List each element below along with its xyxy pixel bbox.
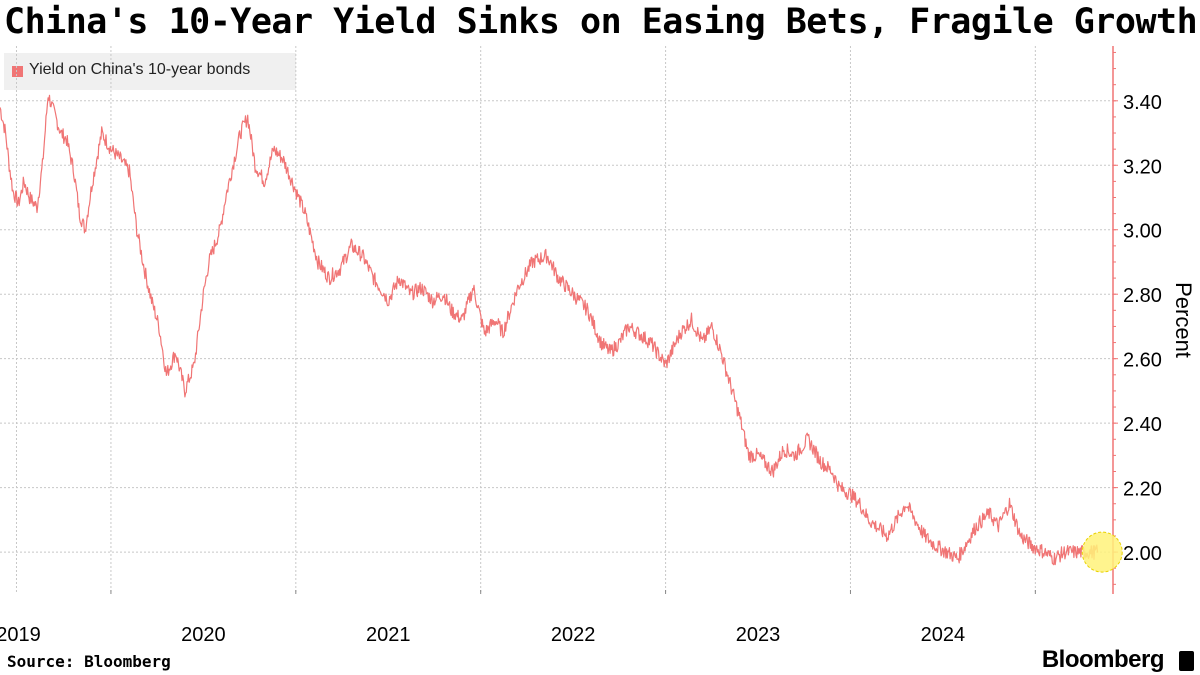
- x-tick-label: 2021: [366, 624, 411, 646]
- x-tick-label: 2019: [0, 624, 41, 646]
- y-tick-label: 3.40: [1123, 92, 1162, 114]
- legend: Yield on China's 10-year bonds: [4, 53, 296, 90]
- x-tick-label: 2024: [921, 624, 966, 646]
- y-tick-label: 2.40: [1123, 414, 1162, 436]
- y-tick-label: 2.80: [1123, 285, 1162, 307]
- y-axis-title: Percent: [1171, 282, 1196, 358]
- chart-title: China's 10-Year Yield Sinks on Easing Be…: [4, 2, 1198, 42]
- source-note: Source: Bloomberg: [7, 652, 171, 671]
- brand-icon: [1179, 651, 1194, 671]
- brand-logo: Bloomberg: [1041, 646, 1165, 673]
- y-tick-label: 3.00: [1123, 221, 1162, 243]
- y-tick-label: 2.00: [1123, 543, 1162, 565]
- x-tick-label: 2022: [551, 624, 596, 646]
- y-tick-label: 3.20: [1123, 156, 1162, 178]
- legend-swatch: [12, 66, 23, 77]
- x-tick-label: 2020: [181, 624, 226, 646]
- x-tick-label: 2023: [736, 624, 781, 646]
- y-tick-label: 2.20: [1123, 479, 1162, 501]
- series-line: [0, 94, 1099, 566]
- y-tick-label: 2.60: [1123, 350, 1162, 372]
- legend-label: Yield on China's 10-year bonds: [29, 61, 251, 78]
- highlight-marker: [1081, 531, 1123, 573]
